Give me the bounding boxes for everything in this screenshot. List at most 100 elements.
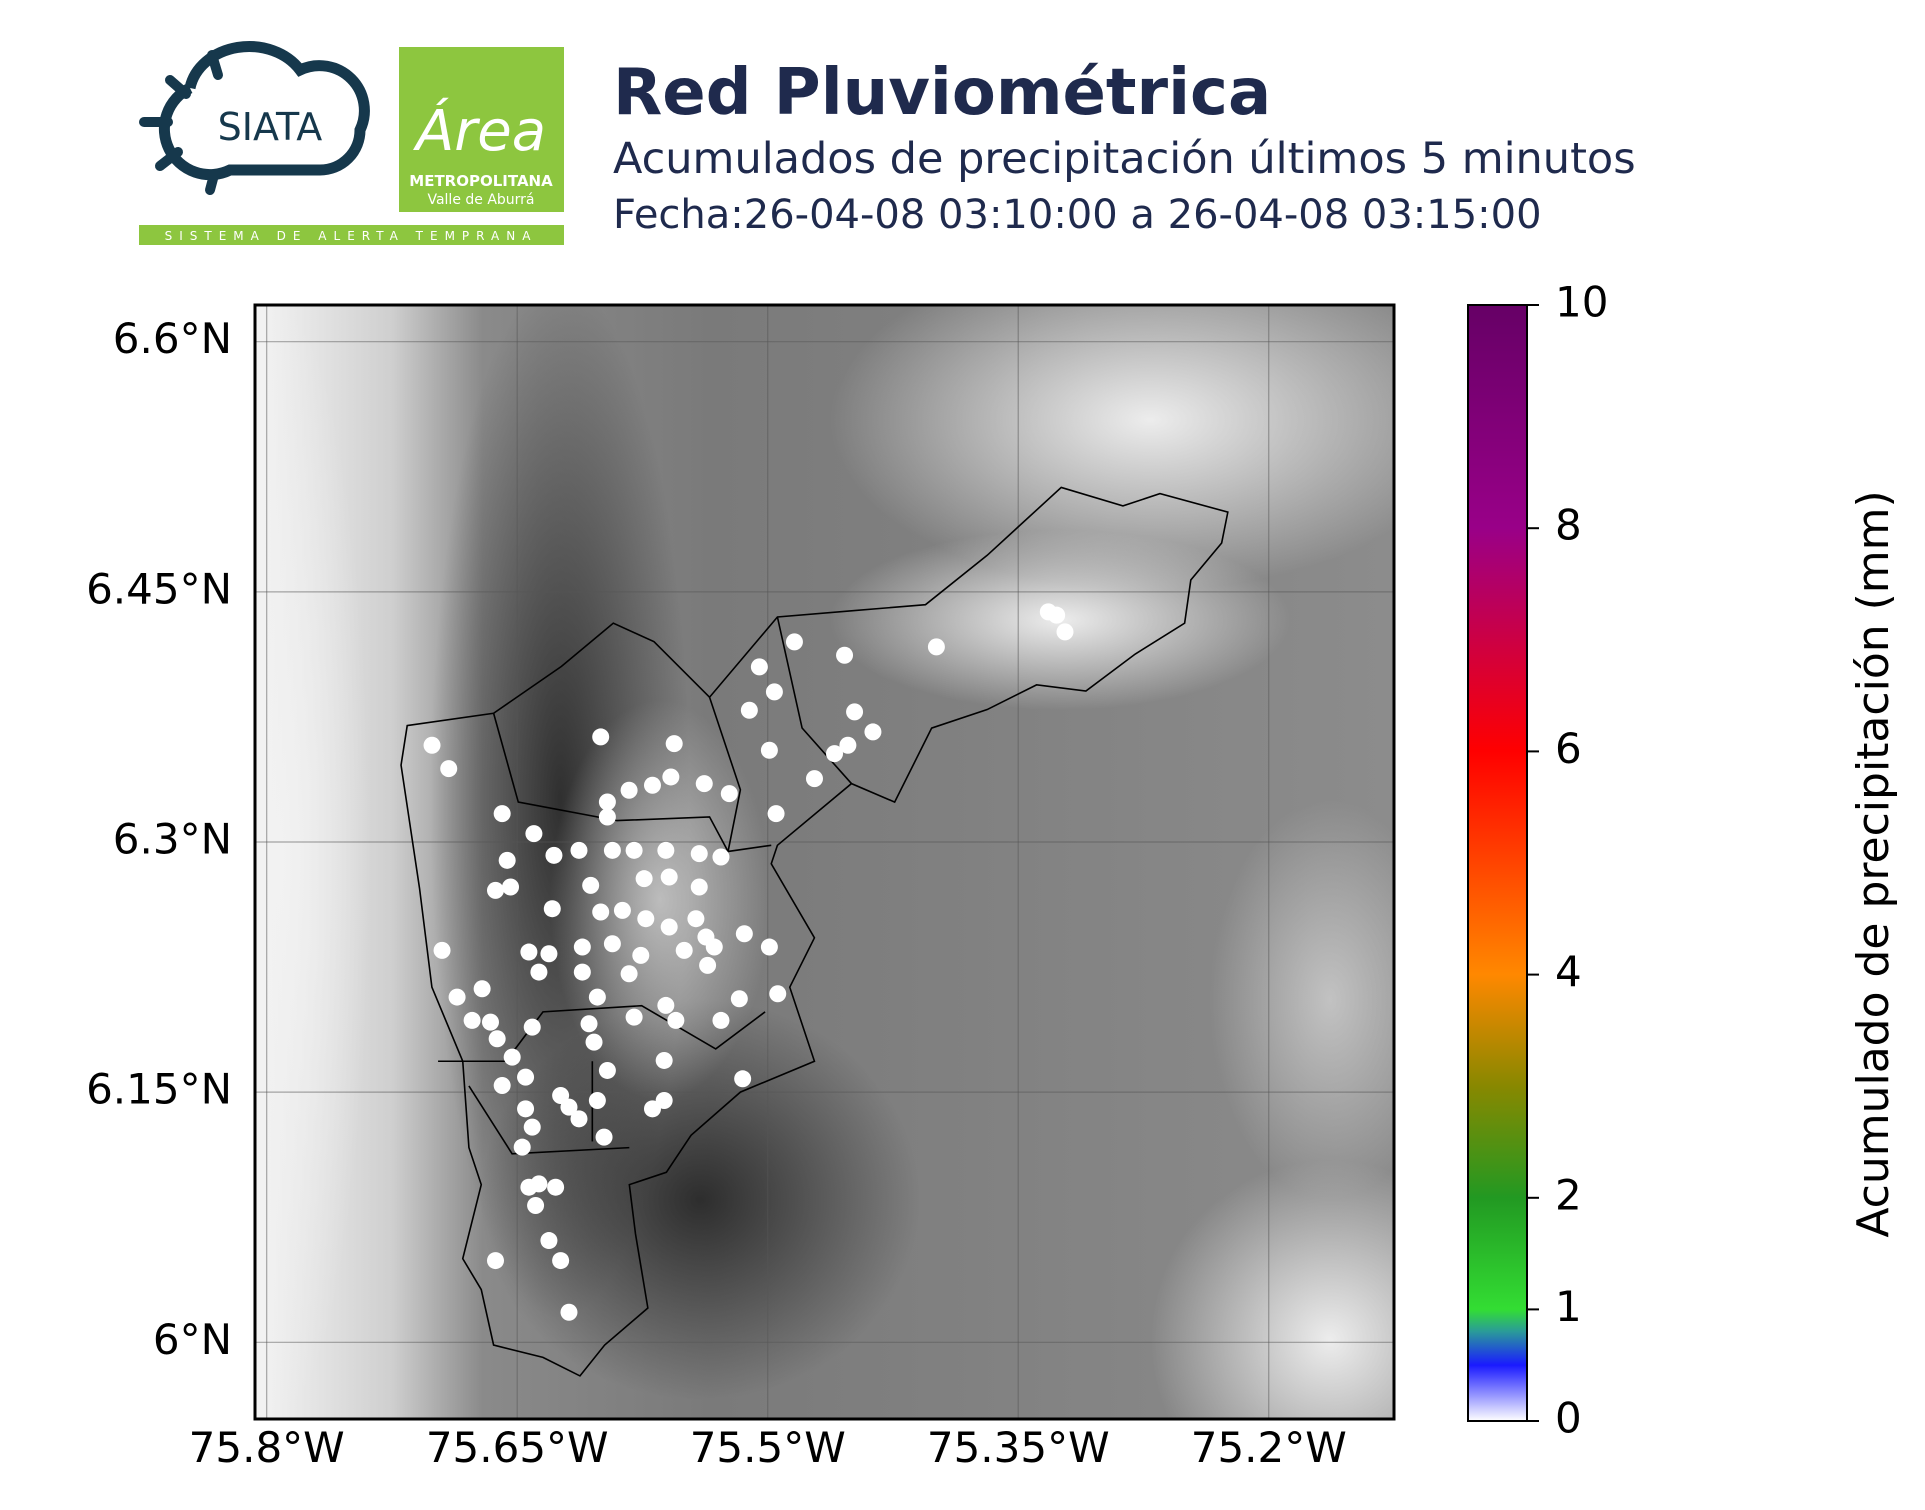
colorbar-tick-label: 1 (1555, 1282, 1582, 1331)
station (603, 935, 621, 953)
station (705, 938, 723, 956)
station (598, 1061, 616, 1079)
station (473, 980, 491, 998)
station (734, 1070, 752, 1088)
station (620, 781, 638, 799)
station (588, 1091, 606, 1109)
station (540, 945, 558, 963)
x-tick-label: 75.8°W (189, 1423, 345, 1472)
y-tick-label: 6°N (153, 1315, 232, 1364)
station (433, 941, 451, 959)
station (846, 703, 864, 721)
colorbar-label: Acumulado de precipitación (mm) (1848, 490, 1899, 1237)
station (547, 1178, 565, 1196)
station (486, 1252, 504, 1270)
station (643, 776, 661, 794)
chart-date: Fecha:26-04-08 03:10:00 a 26-04-08 03:15… (613, 192, 1542, 238)
station (463, 1011, 481, 1029)
station (488, 1030, 506, 1048)
station (592, 903, 610, 921)
colorbar (1467, 304, 1528, 1422)
station (440, 760, 458, 778)
station (545, 846, 563, 864)
station (836, 646, 854, 664)
y-tick-label: 6.45°N (86, 564, 232, 613)
station (481, 1013, 499, 1031)
area-logo: Área METROPOLITANA Valle de Aburrá SISTE… (139, 47, 564, 245)
x-tick-label: 75.65°W (426, 1423, 609, 1472)
station (712, 848, 730, 866)
station (493, 1076, 511, 1094)
station (560, 1303, 578, 1321)
colorbar-tick-label: 10 (1555, 278, 1608, 327)
station (517, 1068, 535, 1086)
colorbar-tick-label: 8 (1555, 501, 1582, 550)
station (1056, 623, 1074, 641)
colorbar-tick-label: 0 (1555, 1394, 1582, 1443)
station (603, 841, 621, 859)
station (730, 990, 748, 1008)
colorbar-tick-label: 2 (1555, 1170, 1582, 1219)
station (493, 805, 511, 823)
y-tick-label: 6.6°N (113, 314, 232, 363)
station (1048, 606, 1066, 624)
station (552, 1252, 570, 1270)
logo-text: SISTEMA DE ALERTA TEMPRANA (165, 229, 538, 243)
chart-title: Red Pluviométrica (613, 56, 1271, 130)
station (592, 728, 610, 746)
station (595, 1128, 613, 1146)
station (625, 1008, 643, 1026)
station (525, 825, 543, 843)
logo-text: Valle de Aburrá (427, 192, 534, 208)
station (750, 658, 768, 676)
station (625, 841, 643, 859)
map-frame (253, 303, 1396, 1421)
station (767, 805, 785, 823)
station (598, 808, 616, 826)
station (657, 996, 675, 1014)
station (785, 633, 803, 651)
station (657, 841, 675, 859)
station (598, 793, 616, 811)
siata-logo: SIATA (139, 41, 370, 195)
station (632, 946, 650, 964)
station (613, 901, 631, 919)
x-tick-label: 75.5°W (690, 1423, 846, 1472)
station (620, 965, 638, 983)
station (760, 938, 778, 956)
station (517, 1100, 535, 1118)
logo-text: Área (413, 99, 546, 164)
y-tick-label: 6.15°N (86, 1065, 232, 1114)
station (580, 1015, 598, 1033)
station (720, 785, 738, 803)
station (520, 1178, 538, 1196)
station (660, 918, 678, 936)
station (735, 925, 753, 943)
station (839, 736, 857, 754)
station (927, 638, 945, 656)
station (769, 985, 787, 1003)
y-tick-label: 6.3°N (113, 814, 232, 863)
station (520, 943, 538, 961)
station (498, 851, 516, 869)
colorbar-tick-label: 4 (1555, 947, 1582, 996)
station (513, 1138, 531, 1156)
station (448, 988, 466, 1006)
terrain (255, 305, 1394, 1419)
station (423, 736, 441, 754)
station (530, 963, 548, 981)
station (570, 1110, 588, 1128)
grid (255, 305, 1394, 1419)
station (660, 868, 678, 886)
station (543, 900, 561, 918)
station (675, 941, 693, 959)
station (760, 741, 778, 759)
station (864, 723, 882, 741)
stations (423, 603, 1074, 1321)
station (523, 1018, 541, 1036)
station (637, 910, 655, 928)
station (570, 841, 588, 859)
station (665, 735, 683, 753)
